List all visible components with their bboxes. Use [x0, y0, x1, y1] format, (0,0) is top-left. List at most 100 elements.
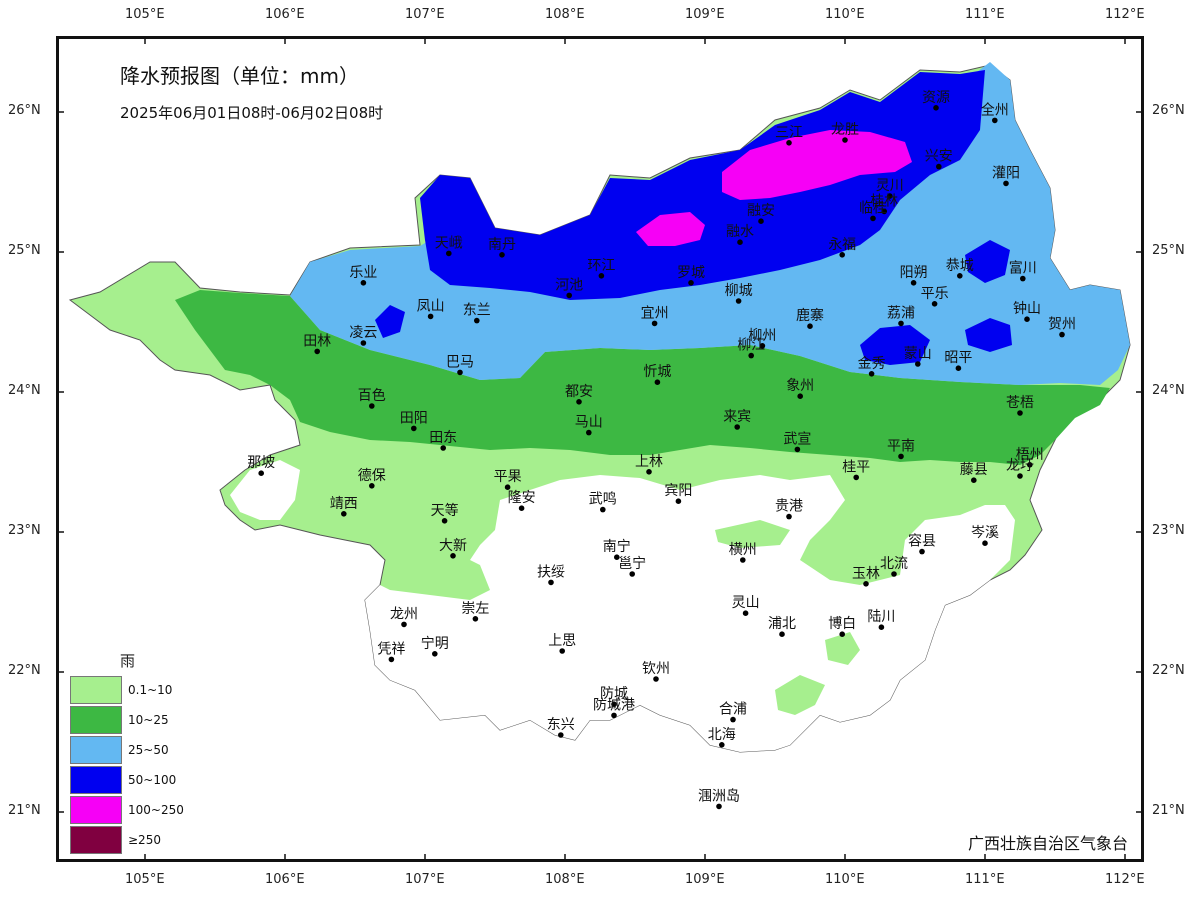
city-label: 上思: [548, 633, 576, 649]
lon-tick-label: 108°E: [545, 872, 585, 887]
legend-item: 100~250: [70, 795, 190, 825]
zone-100-250-patch: [636, 212, 705, 246]
lon-tick-label: 107°E: [405, 7, 445, 22]
lat-tick-label: 22°N: [8, 663, 41, 678]
city-dot: [910, 280, 917, 286]
city-label: 苍梧: [1006, 395, 1034, 411]
city-dot: [499, 252, 505, 258]
city-dot: [839, 252, 845, 258]
city-dot: [794, 446, 801, 453]
city-dot: [341, 511, 347, 517]
city-dot: [566, 292, 572, 299]
zone-no-rain-west: [230, 460, 300, 520]
legend-label: 100~250: [128, 803, 184, 817]
city-label: 临桂: [859, 200, 887, 216]
legend-label: 10~25: [128, 713, 169, 727]
lon-tick-label: 110°E: [825, 872, 865, 887]
city-dot: [786, 513, 792, 520]
city-label: 环江: [587, 258, 615, 274]
zone-0.1-10-patch: [775, 675, 825, 715]
city-dot: [992, 117, 998, 124]
city-label: 贺州: [1048, 317, 1076, 333]
city-dot: [474, 317, 480, 324]
lon-tick-label: 111°E: [965, 872, 1005, 887]
city-dot: [369, 483, 375, 489]
city-dot: [457, 369, 463, 376]
city-dot: [258, 470, 265, 477]
city-label: 玉林: [852, 566, 880, 582]
city-label: 来宾: [723, 409, 751, 425]
city-label: 藤县: [960, 462, 988, 478]
city-dot: [432, 651, 438, 657]
city-label: 都安: [565, 384, 593, 400]
city-dot: [797, 393, 803, 400]
map-subtitle: 2025年06月01日08时-06月02日08时: [120, 104, 384, 122]
city-dot: [955, 365, 962, 372]
city-label: 钦州: [642, 661, 670, 677]
legend: 雨 0.1~10 10~25 25~50 50~100 100~250 ≥250: [70, 650, 190, 855]
city-label: 防城: [600, 686, 628, 702]
zone-50-100-patch: [965, 240, 1010, 283]
city-label: 田东: [429, 430, 457, 446]
city-dot: [440, 445, 447, 451]
lon-tick-label: 105°E: [125, 7, 165, 22]
city-label: 巴马: [446, 354, 474, 370]
city-dot: [450, 553, 456, 559]
legend-swatch: [70, 706, 122, 734]
lat-tick-label: 22°N: [1152, 663, 1185, 678]
city-label: 龙圩: [1006, 458, 1034, 474]
city-label: 柳江: [737, 337, 765, 354]
city-dot: [881, 208, 887, 215]
legend-item: 0.1~10: [70, 675, 190, 705]
zone-50-100-patch: [375, 305, 405, 338]
city-dot: [1003, 180, 1009, 187]
city-dot: [427, 313, 434, 320]
lon-tick-label: 112°E: [1105, 7, 1145, 22]
city-label: 恭城: [946, 258, 974, 274]
city-label: 兴安: [925, 149, 953, 165]
city-label: 天等: [431, 502, 459, 519]
city-dot: [915, 361, 921, 367]
city-dot: [559, 648, 565, 654]
city-dot: [614, 554, 620, 560]
city-label: 乐业: [349, 265, 377, 281]
city-label: 忻城: [643, 364, 671, 380]
city-label: 岑溪: [971, 525, 999, 541]
city-dot: [611, 712, 617, 719]
city-label: 合浦: [719, 702, 747, 718]
city-label: 凤山: [417, 298, 445, 314]
city-label: 全州: [981, 101, 1009, 118]
city-dot: [518, 505, 525, 512]
city-label: 宁明: [421, 635, 449, 652]
lon-tick-label: 106°E: [265, 872, 305, 887]
city-dot: [598, 273, 605, 279]
lat-tick-label: 23°N: [1152, 523, 1185, 538]
city-dot: [779, 631, 785, 637]
map-title: 降水预报图（单位：mm）: [120, 64, 359, 88]
city-label: 融安: [747, 203, 775, 219]
city-label: 天峨: [435, 235, 463, 251]
lat-tick-label: 21°N: [8, 803, 41, 818]
city-label: 那坡: [247, 455, 275, 471]
city-dot: [369, 403, 375, 409]
legend-title: 雨: [120, 652, 136, 670]
lat-tick-label: 26°N: [8, 103, 41, 118]
city-label: 资源: [922, 90, 950, 106]
lat-tick-label: 26°N: [1152, 103, 1185, 118]
legend-label: 50~100: [128, 773, 177, 787]
city-label: 涠洲岛: [698, 788, 740, 804]
city-dot: [629, 571, 635, 577]
city-dot: [807, 323, 813, 330]
city-label: 罗城: [677, 265, 705, 281]
city-label: 隆安: [508, 490, 536, 506]
city-label: 钟山: [1013, 300, 1041, 317]
city-dot: [504, 484, 511, 491]
city-dot: [654, 379, 661, 386]
city-dot: [839, 631, 845, 637]
city-dot: [898, 453, 904, 460]
city-dot: [842, 137, 848, 143]
city-dot: [742, 610, 749, 616]
city-label: 河池: [555, 277, 583, 293]
city-label: 田林: [303, 333, 331, 349]
